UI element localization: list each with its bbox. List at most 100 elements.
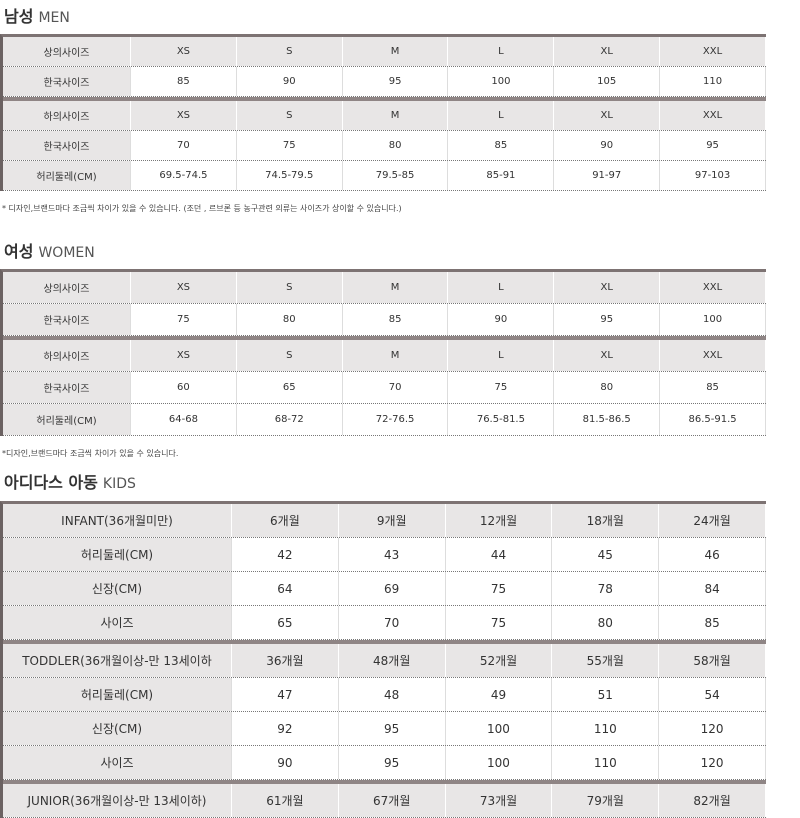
size-cell: 85	[131, 67, 237, 96]
row-group: INFANT(36개월미만) 6개월 9개월 12개월 18개월 24개월 허리둘레(CM)…	[3, 504, 766, 640]
size-cell: 100	[446, 712, 553, 745]
size-cell: 75	[131, 304, 237, 335]
size-cell: M	[342, 272, 449, 303]
size-cell: 95	[339, 746, 446, 779]
size-cell: 75	[237, 131, 343, 160]
size-cell: 90	[232, 746, 339, 779]
table-row: 사이즈 65 70 75 80 85	[3, 606, 766, 640]
section-title: 남성 MEN	[0, 2, 766, 32]
row-label: 한국사이즈	[3, 131, 131, 160]
size-cell: S	[236, 340, 343, 371]
size-cell: 69.5-74.5	[131, 161, 237, 190]
row-label: 신장(CM)	[3, 572, 232, 605]
row-label: JUNIOR(36개월이상-만 13세이하)	[3, 784, 232, 817]
title-english: WOMEN	[38, 245, 95, 261]
size-cell: 70	[343, 372, 449, 403]
size-cell: XXL	[660, 37, 766, 66]
size-cell: 42	[232, 538, 339, 571]
size-cell: 49	[446, 678, 553, 711]
table-row: 신장(CM) 92 95 100 110 120	[3, 712, 766, 746]
size-note: *디자인,브랜드마다 조금씩 차이가 있을 수 있습니다.	[2, 449, 179, 458]
row-label: INFANT(36개월미만)	[3, 504, 232, 537]
size-cell: 110	[660, 67, 766, 96]
size-cell: 75	[448, 372, 555, 403]
size-cell: 85	[660, 372, 766, 403]
size-cell: S	[236, 101, 343, 130]
size-cell: 84	[659, 572, 766, 605]
size-cell: 80	[554, 372, 661, 403]
size-cell: 110	[552, 712, 660, 745]
size-cell: S	[236, 37, 343, 66]
size-cell: 51	[552, 678, 660, 711]
size-cell: 43	[339, 538, 446, 571]
size-cell: L	[448, 272, 555, 303]
size-cell: 68-72	[237, 404, 343, 435]
title-korean: 남성	[4, 7, 34, 26]
size-cell: XL	[554, 340, 661, 371]
size-cell: M	[342, 37, 449, 66]
row-label: 허리둘레(CM)	[3, 538, 232, 571]
table-row: 상의사이즈 XS S M L XL XXL	[3, 37, 766, 67]
size-cell: 9개월	[338, 504, 446, 537]
size-cell: 72-76.5	[343, 404, 449, 435]
size-cell: 67개월	[338, 784, 446, 817]
size-cell: 74.5-79.5	[237, 161, 343, 190]
row-label: 허리둘레(CM)	[3, 161, 131, 190]
size-cell: 54	[659, 678, 766, 711]
size-cell: 58개월	[659, 644, 766, 677]
title-english: KIDS	[102, 476, 136, 492]
size-cell: 12개월	[445, 504, 553, 537]
size-cell: 95	[554, 304, 661, 335]
size-cell: 55개월	[552, 644, 660, 677]
table-row: 한국사이즈 75 80 85 90 95 100	[3, 304, 766, 336]
size-cell: XL	[554, 272, 661, 303]
size-cell: XS	[131, 101, 237, 130]
page: 남성 MEN 상의사이즈 XS S M L XL XXL 한국사이즈 85 90 95 100 105 110…	[0, 2, 766, 818]
size-cell: 52개월	[445, 644, 553, 677]
size-cell: 82개월	[659, 784, 766, 817]
size-cell: 85-91	[448, 161, 555, 190]
table-row: 하의사이즈 XS S M L XL XXL	[3, 101, 766, 131]
row-label: 하의사이즈	[3, 340, 131, 371]
size-cell: 36개월	[232, 644, 339, 677]
size-cell: 78	[552, 572, 660, 605]
size-cell: 90	[554, 131, 661, 160]
size-cell: 65	[237, 372, 343, 403]
table-row: 허리둘레(CM) 64-68 68-72 72-76.5 76.5-81.5 81.5-8…	[3, 404, 766, 436]
size-cell: XS	[131, 340, 237, 371]
table-row: JUNIOR(36개월이상-만 13세이하) 61개월 67개월 73개월 79개월 82…	[3, 784, 766, 818]
size-cell: 100	[448, 67, 555, 96]
size-cell: M	[342, 340, 449, 371]
size-table: 상의사이즈 XS S M L XL XXL 한국사이즈 75 80 85 90 95 100 하의사이즈 XS…	[0, 269, 766, 436]
size-cell: 60	[131, 372, 237, 403]
row-group: TODDLER(36개월이상-만 13세이하 36개월 48개월 52개월 55개월 58…	[3, 640, 766, 780]
size-cell: 81.5-86.5	[554, 404, 661, 435]
size-section: 남성 MEN 상의사이즈 XS S M L XL XXL 한국사이즈 85 90 95 100 105 110…	[0, 2, 766, 214]
row-label: 하의사이즈	[3, 101, 131, 130]
table-row: 허리둘레(CM) 69.5-74.5 74.5-79.5 79.5-85 85-91 91…	[3, 161, 766, 191]
size-cell: 47	[232, 678, 339, 711]
size-cell: 85	[343, 304, 449, 335]
table-row: 허리둘레(CM) 42 43 44 45 46	[3, 538, 766, 572]
size-cell: L	[448, 37, 555, 66]
size-cell: 70	[131, 131, 237, 160]
size-cell: 75	[446, 572, 553, 605]
size-cell: 61개월	[232, 784, 339, 817]
table-row: 한국사이즈 85 90 95 100 105 110	[3, 67, 766, 97]
table-row: 상의사이즈 XS S M L XL XXL	[3, 272, 766, 304]
row-group: 상의사이즈 XS S M L XL XXL 한국사이즈 75 80 85 90 95 100	[3, 272, 766, 336]
row-label: 사이즈	[3, 746, 232, 779]
size-cell: 80	[237, 304, 343, 335]
section-title: 아디다스 아동 KIDS	[0, 468, 766, 498]
size-cell: 105	[554, 67, 661, 96]
size-cell: 86.5-91.5	[660, 404, 766, 435]
size-cell: 44	[446, 538, 553, 571]
size-cell: 75	[446, 606, 553, 639]
table-row: 허리둘레(CM) 47 48 49 51 54	[3, 678, 766, 712]
row-group: JUNIOR(36개월이상-만 13세이하) 61개월 67개월 73개월 79개월 82…	[3, 780, 766, 818]
row-group: 하의사이즈 XS S M L XL XXL 한국사이즈 70 75 80 85 90 95 허리둘레(CM)…	[3, 97, 766, 191]
table-row: 신장(CM) 64 69 75 78 84	[3, 572, 766, 606]
section-title: 여성 WOMEN	[0, 237, 766, 267]
size-cell: 46	[659, 538, 766, 571]
title-korean: 여성	[4, 242, 34, 261]
